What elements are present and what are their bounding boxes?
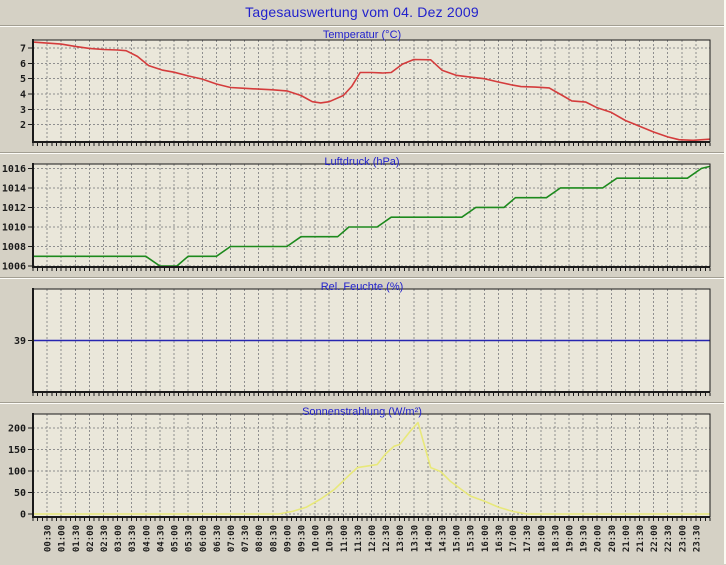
x-tick-label: 03:30 [128,525,138,552]
x-tick-label: 19:30 [580,525,590,552]
temperatur-plot: 7 6 5 4 3 2 [20,39,711,146]
x-tick-label: 17:00 [509,525,519,552]
data-line [33,421,710,515]
y-tick-label: 1006 [2,262,26,273]
chart-panel-luftdruck: Luftdruck (hPa) 1016 1014 1012 1010 1008 1006 [0,152,724,277]
x-tick-label: 15:00 [453,525,463,552]
x-tick-label: 04:00 [142,525,152,552]
luftdruck-chart-title: Luftdruck (hPa) [324,156,400,168]
x-tick-label: 07:30 [241,525,251,552]
y-tick-label: 150 [8,445,26,456]
chart-panel-rel-feuchte: Rel. Feuchte (%) 39 [0,277,724,402]
x-tick-label: 22:30 [664,525,674,552]
x-tick-label: 01:30 [72,525,82,552]
y-tick-label: 4 [20,89,26,100]
x-tick-label: 03:00 [114,525,124,552]
x-tick-label: 21:30 [636,525,646,552]
x-tick-label: 10:00 [312,525,322,552]
x-tick-label: 05:30 [185,525,195,552]
x-tick-label: 08:30 [269,525,279,552]
x-tick-label: 13:30 [410,525,420,552]
y-tick-label: 50 [14,488,26,499]
x-tick-label: 04:30 [156,525,166,552]
y-tick-label: 7 [20,43,26,54]
x-tick-label: 09:30 [297,525,307,552]
x-tick-label: 02:00 [86,525,96,552]
x-tick-label: 19:00 [565,525,575,552]
x-tick-label: 10:30 [326,525,336,552]
x-tick-label: 14:00 [424,525,434,552]
x-tick-label: 07:00 [227,525,237,552]
x-tick-label: 23:30 [692,525,702,552]
x-tick-label: 15:30 [467,525,477,552]
x-tick-label: 20:30 [608,525,618,552]
y-tick-label: 0 [20,509,26,520]
x-tick-label: 11:30 [354,525,364,552]
y-tick-label: 1016 [2,164,26,175]
x-tick-label: 08:00 [255,525,265,552]
x-tick-label: 06:30 [213,525,223,552]
x-tick-label: 01:00 [58,525,68,552]
x-tick-label: 16:00 [481,525,491,552]
x-tick-label: 02:30 [100,525,110,552]
y-tick-label: 1014 [2,183,26,194]
x-tick-label: 09:00 [283,525,293,552]
temperatur-chart-title: Temperatur (°C) [322,29,402,41]
x-tick-label: 23:00 [678,525,688,552]
y-tick-label: 3 [20,105,26,116]
y-tick-label: 6 [20,59,26,70]
x-tick-label: 20:00 [594,525,604,552]
x-tick-label: 14:30 [439,525,449,552]
y-tick-label: 100 [8,467,26,478]
y-tick-label: 2 [20,120,26,131]
data-line [32,41,711,142]
y-tick-label: 5 [20,74,26,85]
chart-panel-temperatur: Temperatur (°C) 7 6 5 4 3 2 [0,25,724,152]
x-tick-label: 22:00 [650,525,660,552]
x-tick-label: 18:30 [551,525,561,552]
x-tick-label: 00:30 [44,525,54,552]
x-tick-label: 13:00 [396,525,406,552]
x-tick-label: 17:30 [523,525,533,552]
page-title: Tagesauswertung vom 04. Dez 2009 [245,4,479,20]
data-line [33,165,711,267]
x-tick-label: 05:00 [171,525,181,552]
chart-panel-sonnenstrahlung: Sonnenstrahlung (W/m²) 200 150 100 50 0 00:30… [0,402,724,564]
rel-feuchte-chart-title: Rel. Feuchte (%) [320,281,404,293]
sonnenstrahlung-plot: 200 150 100 50 0 00:30 01:00 01:30 02:00 02:30 03:… [8,413,711,552]
x-tick-label: 16:30 [495,525,505,552]
y-tick-label: 39 [14,336,26,347]
plot-area [33,164,710,267]
luftdruck-plot: 1016 1014 1012 1010 1008 1006 [2,163,711,273]
y-tick-label: 1012 [2,203,26,214]
y-tick-label: 1008 [2,242,26,253]
y-tick-label: 200 [8,424,26,435]
sonnenstrahlung-chart-title: Sonnenstrahlung (W/m²) [302,406,422,418]
x-tick-label: 12:00 [368,525,378,552]
rel-plot: 39 [14,288,711,396]
x-tick-label: 21:00 [622,525,632,552]
x-tick-label: 12:30 [382,525,392,552]
page-title-bar: Tagesauswertung vom 04. Dez 2009 [0,0,724,25]
y-tick-label: 1010 [2,222,26,233]
x-tick-label: 11:00 [340,525,350,552]
x-tick-label: 18:00 [537,525,547,552]
x-tick-label: 06:00 [199,525,209,552]
